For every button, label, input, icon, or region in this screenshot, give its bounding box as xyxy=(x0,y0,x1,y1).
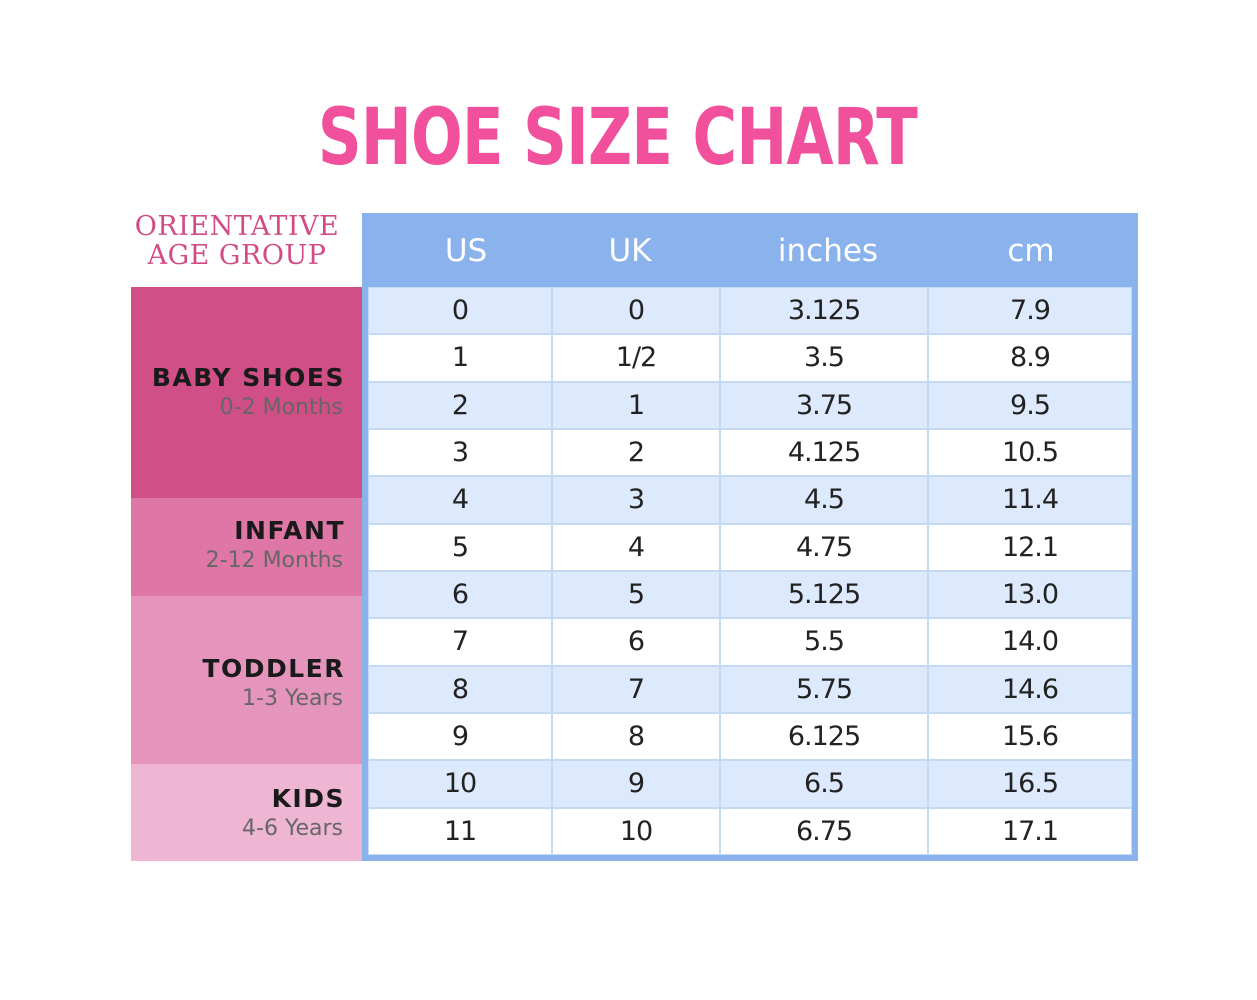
cell-uk: 10 xyxy=(553,808,719,854)
cell-cm: 11.4 xyxy=(929,477,1131,523)
cell-inches: 6.125 xyxy=(721,714,927,760)
cell-inches: 3.5 xyxy=(721,335,927,381)
table-row: 0 0 3.125 7.9 xyxy=(368,287,1132,334)
table-row: 9 8 6.125 15.6 xyxy=(368,713,1132,760)
cell-uk: 1 xyxy=(553,382,719,428)
cell-us: 1 xyxy=(369,335,551,381)
cell-inches: 5.75 xyxy=(721,666,927,712)
table-row: 3 2 4.125 10.5 xyxy=(368,429,1132,476)
cell-cm: 9.5 xyxy=(929,382,1131,428)
cell-uk: 8 xyxy=(553,714,719,760)
cell-inches: 3.125 xyxy=(721,288,927,334)
cell-uk: 2 xyxy=(553,430,719,476)
cell-cm: 16.5 xyxy=(929,761,1131,807)
cell-inches: 5.125 xyxy=(721,572,927,618)
cell-us: 8 xyxy=(369,666,551,712)
cell-us: 2 xyxy=(369,382,551,428)
cell-uk: 1/2 xyxy=(553,335,719,381)
cell-uk: 5 xyxy=(553,572,719,618)
cell-cm: 14.6 xyxy=(929,666,1131,712)
cell-uk: 7 xyxy=(553,666,719,712)
cell-us: 0 xyxy=(369,288,551,334)
age-group-header: ORIENTATIVE AGE GROUP xyxy=(128,212,346,270)
age-group-toddler: TODDLER 1-3 Years xyxy=(131,596,362,764)
cell-us: 6 xyxy=(369,572,551,618)
cell-inches: 6.75 xyxy=(721,808,927,854)
size-table-body: 0 0 3.125 7.9 1 1/2 3.5 8.9 2 1 3.75 9.5 3 2 4.125 10.5… xyxy=(368,287,1132,855)
cell-inches: 5.5 xyxy=(721,619,927,665)
cell-cm: 7.9 xyxy=(929,288,1131,334)
size-table: US UK inches cm 0 0 3.125 7.9 1 1/2 3.5 8.9 2 1 3.… xyxy=(362,213,1138,861)
column-header-inches: inches xyxy=(777,233,879,269)
cell-us: 3 xyxy=(369,430,551,476)
age-group-header-line-2: AGE GROUP xyxy=(147,240,327,271)
cell-uk: 9 xyxy=(553,761,719,807)
table-row: 11 10 6.75 17.1 xyxy=(368,808,1132,855)
table-row: 8 7 5.75 14.6 xyxy=(368,666,1132,713)
table-row: 7 6 5.5 14.0 xyxy=(368,618,1132,665)
cell-us: 10 xyxy=(369,761,551,807)
cell-us: 7 xyxy=(369,619,551,665)
cell-cm: 8.9 xyxy=(929,335,1131,381)
age-group-name: BABY SHOES xyxy=(151,363,345,392)
cell-cm: 15.6 xyxy=(929,714,1131,760)
cell-cm: 10.5 xyxy=(929,430,1131,476)
age-group-name: KIDS xyxy=(271,784,345,813)
cell-us: 9 xyxy=(369,714,551,760)
cell-uk: 3 xyxy=(553,477,719,523)
cell-cm: 14.0 xyxy=(929,619,1131,665)
column-header-us: US xyxy=(444,233,488,269)
cell-inches: 3.75 xyxy=(721,382,927,428)
cell-cm: 12.1 xyxy=(929,524,1131,570)
table-row: 10 9 6.5 16.5 xyxy=(368,760,1132,807)
column-header-uk: UK xyxy=(608,233,652,269)
cell-us: 11 xyxy=(369,808,551,854)
age-group-range: 1-3 Years xyxy=(242,686,343,711)
cell-uk: 4 xyxy=(553,524,719,570)
age-group-range: 4-6 Years xyxy=(242,816,343,841)
cell-inches: 4.125 xyxy=(721,430,927,476)
cell-cm: 13.0 xyxy=(929,572,1131,618)
age-group-range: 2-12 Months xyxy=(205,548,343,573)
age-group-infant: INFANT 2-12 Months xyxy=(131,498,362,596)
cell-inches: 4.5 xyxy=(721,477,927,523)
age-group-baby-shoes: BABY SHOES 0-2 Months xyxy=(131,287,362,498)
page-title: SHOE SIZE CHART xyxy=(317,93,918,183)
age-group-header-line-1: ORIENTATIVE xyxy=(134,211,340,242)
cell-uk: 6 xyxy=(553,619,719,665)
cell-us: 4 xyxy=(369,477,551,523)
age-group-name: INFANT xyxy=(234,516,345,545)
cell-cm: 17.1 xyxy=(929,808,1131,854)
age-group-range: 0-2 Months xyxy=(219,395,343,420)
table-row: 1 1/2 3.5 8.9 xyxy=(368,334,1132,381)
cell-us: 5 xyxy=(369,524,551,570)
size-table-header: US UK inches cm xyxy=(362,213,1138,287)
cell-inches: 4.75 xyxy=(721,524,927,570)
cell-uk: 0 xyxy=(553,288,719,334)
cell-inches: 6.5 xyxy=(721,761,927,807)
table-row: 5 4 4.75 12.1 xyxy=(368,524,1132,571)
table-row: 6 5 5.125 13.0 xyxy=(368,571,1132,618)
table-row: 4 3 4.5 11.4 xyxy=(368,476,1132,523)
column-header-cm: cm xyxy=(1007,233,1055,269)
age-group-kids: KIDS 4-6 Years xyxy=(131,764,362,861)
table-row: 2 1 3.75 9.5 xyxy=(368,382,1132,429)
age-group-name: TODDLER xyxy=(202,654,345,683)
